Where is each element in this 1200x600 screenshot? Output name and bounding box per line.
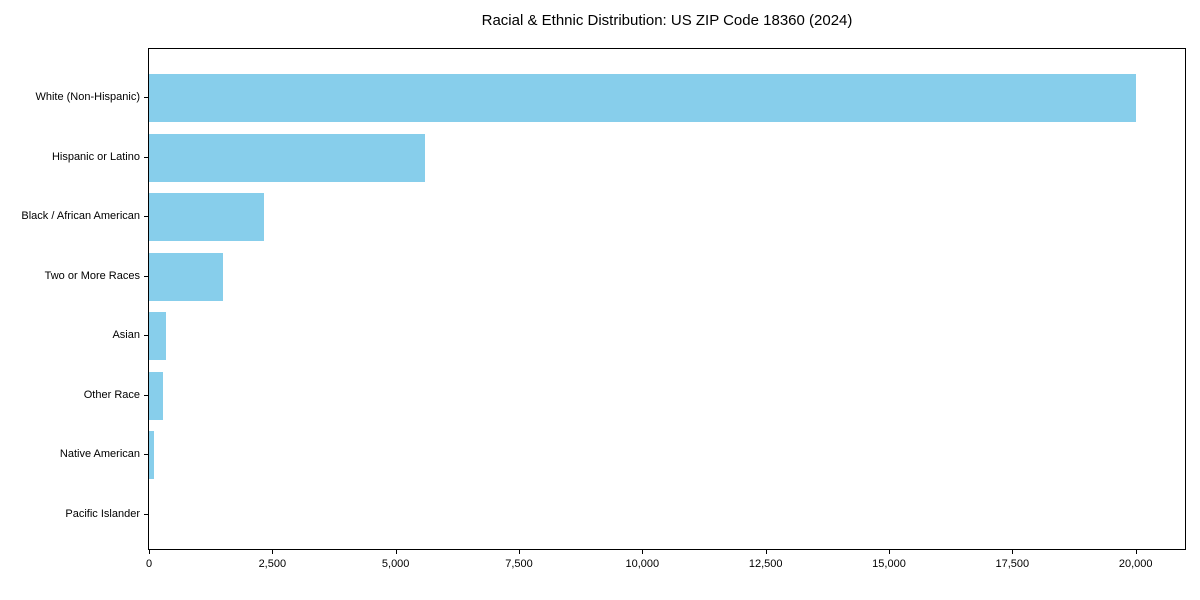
y-tick-label: Hispanic or Latino bbox=[51, 150, 140, 163]
bar bbox=[149, 193, 264, 242]
bar bbox=[149, 312, 166, 361]
x-tick-mark bbox=[395, 550, 397, 554]
bar bbox=[149, 133, 426, 182]
x-tick-mark bbox=[1012, 550, 1014, 554]
y-tick-mark bbox=[144, 454, 148, 456]
x-tick-mark bbox=[642, 550, 644, 554]
plot-area bbox=[148, 48, 1186, 550]
x-tick-label: 10,000 bbox=[625, 558, 660, 570]
x-tick-label: 2,500 bbox=[258, 558, 287, 570]
y-tick-label: White (Non-Hispanic) bbox=[35, 91, 140, 103]
y-tick-mark bbox=[144, 514, 148, 515]
x-tick-label: 17,500 bbox=[995, 558, 1030, 570]
chart-title: Racial & Ethnic Distribution: US ZIP Cod… bbox=[481, 12, 853, 29]
y-tick-mark bbox=[144, 97, 148, 98]
x-tick-label: 12,500 bbox=[748, 558, 783, 570]
y-tick-mark bbox=[144, 216, 148, 218]
bar bbox=[149, 74, 1136, 122]
y-tick-label: Black / African American bbox=[21, 210, 140, 223]
y-tick-label: Native American bbox=[59, 448, 140, 461]
x-tick-label: 0 bbox=[145, 558, 153, 570]
x-tick-mark bbox=[272, 550, 274, 554]
bar bbox=[149, 252, 223, 301]
x-tick-label: 5,000 bbox=[381, 558, 410, 570]
y-tick-mark bbox=[144, 156, 148, 158]
y-tick-label: Asian bbox=[112, 329, 140, 342]
x-tick-mark bbox=[765, 550, 767, 554]
bar bbox=[149, 431, 155, 480]
y-tick-label: Two or More Races bbox=[44, 269, 140, 282]
x-tick-mark bbox=[889, 550, 890, 554]
y-tick-mark bbox=[144, 275, 148, 277]
x-tick-label: 20,000 bbox=[1118, 558, 1153, 570]
x-tick-mark bbox=[519, 550, 520, 554]
y-tick-label: Pacific Islander bbox=[65, 508, 140, 520]
y-tick-mark bbox=[144, 335, 148, 337]
x-tick-mark bbox=[149, 550, 150, 554]
y-tick-label: Other Race bbox=[83, 388, 140, 401]
y-tick-mark bbox=[144, 394, 148, 396]
x-tick-mark bbox=[1135, 550, 1137, 554]
x-tick-label: 7,500 bbox=[505, 558, 533, 570]
bar bbox=[149, 371, 163, 420]
x-tick-label: 15,000 bbox=[872, 558, 906, 570]
